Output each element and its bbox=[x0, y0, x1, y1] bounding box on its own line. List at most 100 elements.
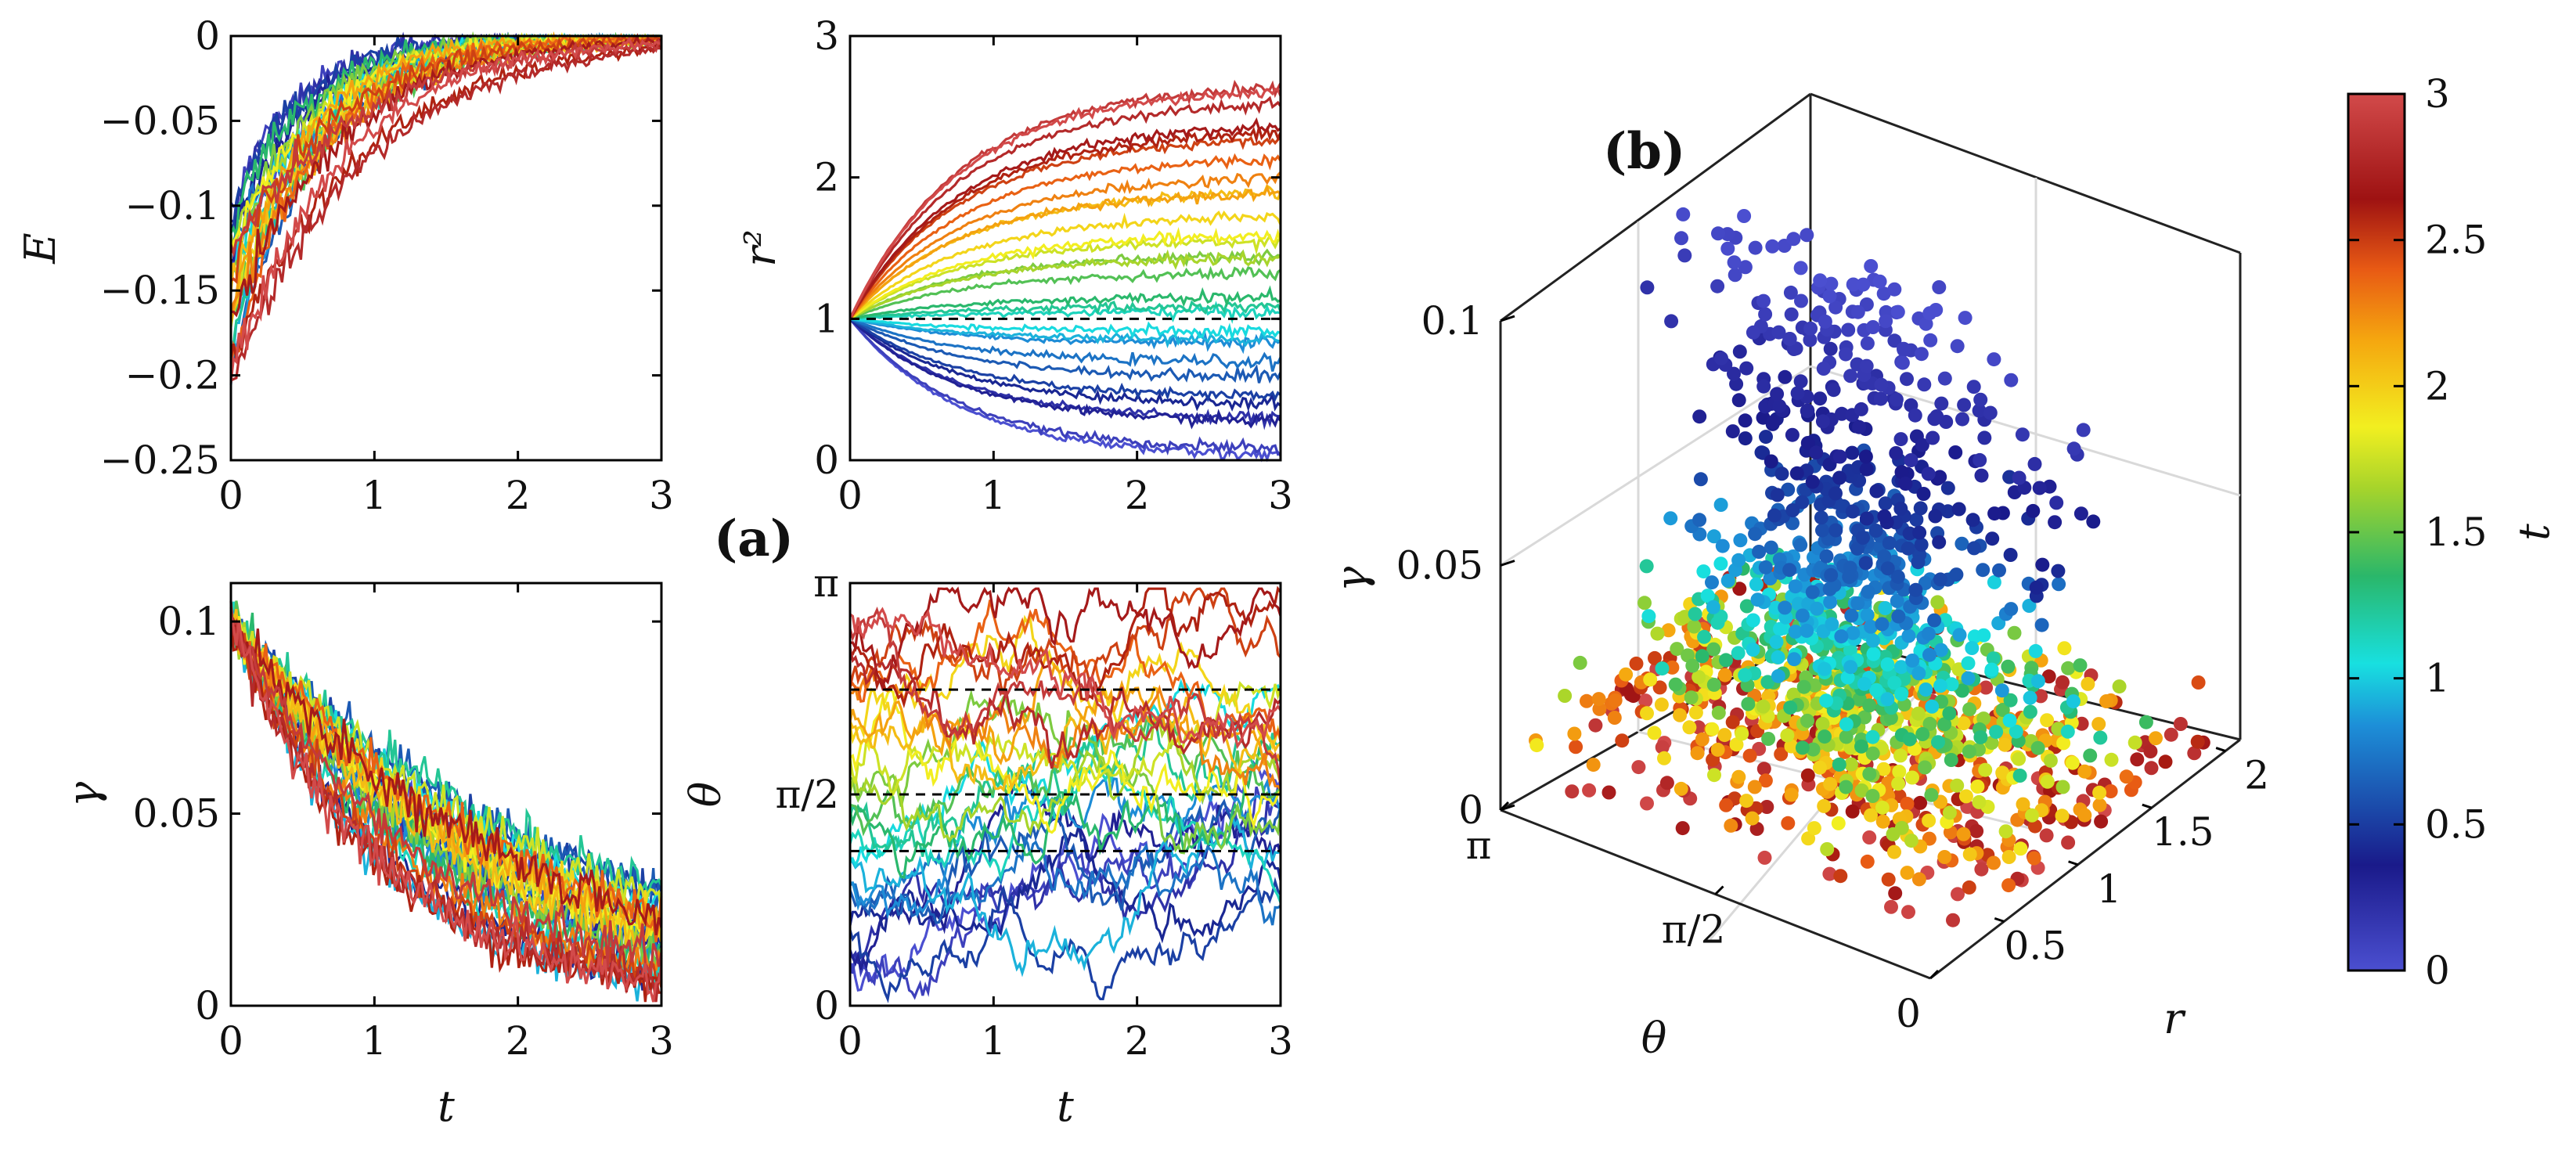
3d-point bbox=[1654, 697, 1669, 712]
gamma-xtick-label: 1 bbox=[362, 1018, 387, 1064]
colorbar-label: t bbox=[2509, 524, 2559, 541]
3d-point bbox=[1764, 540, 1778, 555]
3d-point bbox=[1783, 285, 1798, 300]
3d-point bbox=[1924, 787, 1939, 802]
3d-point bbox=[1846, 277, 1861, 292]
3d-point bbox=[2041, 669, 2056, 684]
3d-point bbox=[2025, 808, 2039, 823]
3d-gamma-tick-label: 0.05 bbox=[1396, 543, 1483, 589]
3d-point bbox=[1994, 683, 2009, 698]
3d-point bbox=[1987, 506, 2002, 521]
colorbar-ticks: 0 0.5 1 1.5 2 2.5 3 bbox=[2348, 71, 2488, 993]
3d-point bbox=[2013, 841, 2028, 856]
3d-point bbox=[1998, 824, 2013, 839]
3d-point bbox=[1675, 821, 1690, 836]
3d-point bbox=[1900, 372, 1914, 387]
3d-point bbox=[2048, 515, 2063, 530]
3d-r-tick-label: 2 bbox=[2244, 753, 2269, 798]
3d-point bbox=[1839, 347, 1853, 362]
3d-point bbox=[1607, 711, 1622, 725]
r2-series-line bbox=[848, 87, 1282, 319]
3d-point bbox=[1705, 575, 1719, 590]
theta-series-line bbox=[848, 686, 1281, 793]
3d-point bbox=[1895, 355, 1910, 370]
3d-point bbox=[1986, 651, 2001, 666]
3d-point bbox=[1844, 608, 1859, 623]
3d-point bbox=[1937, 371, 1952, 386]
3d-point bbox=[1873, 391, 1888, 406]
3d-point bbox=[1706, 600, 1720, 614]
r2-series-line bbox=[848, 95, 1282, 320]
3d-point bbox=[2004, 373, 2019, 387]
3d-point bbox=[1918, 316, 1933, 331]
3d-point bbox=[1860, 607, 1875, 622]
3d-point bbox=[1973, 730, 1988, 744]
3d-point bbox=[1615, 733, 1630, 748]
3d-point bbox=[1904, 453, 1918, 467]
3d-point bbox=[2104, 752, 2119, 767]
3d-point bbox=[1732, 344, 1747, 359]
3d-point bbox=[1771, 650, 1785, 664]
3d-point bbox=[1739, 361, 1754, 376]
3d-point bbox=[1715, 538, 1730, 553]
3d-point bbox=[1842, 570, 1857, 585]
3d-point bbox=[1884, 899, 1898, 914]
3d-point bbox=[1773, 621, 1787, 636]
3d-point bbox=[1823, 595, 1838, 610]
3d-point bbox=[1911, 872, 1926, 887]
3d-point bbox=[1729, 737, 1744, 752]
E-ylabel: E bbox=[16, 232, 65, 264]
theta-xtick-label: 1 bbox=[981, 1018, 1006, 1064]
3d-point bbox=[1950, 339, 1965, 354]
3d-point bbox=[2001, 659, 2016, 674]
E-ytick-label: −0.25 bbox=[100, 438, 220, 483]
3d-point bbox=[1901, 905, 1915, 920]
3d-point bbox=[1950, 778, 1965, 793]
3d-point bbox=[1977, 430, 1992, 445]
3d-point bbox=[2055, 780, 2070, 794]
3d-point bbox=[1784, 307, 1799, 322]
3d-point bbox=[1785, 427, 1800, 442]
r2-series-line bbox=[848, 184, 1282, 320]
3d-point bbox=[1665, 660, 1680, 675]
3d-point bbox=[1782, 563, 1797, 578]
3d-point bbox=[1664, 314, 1679, 329]
3d-point bbox=[1795, 608, 1810, 623]
3d-point bbox=[1639, 559, 1654, 574]
3d-point bbox=[1965, 641, 1980, 655]
3d-point bbox=[1933, 572, 1947, 587]
3d-point bbox=[1788, 579, 1803, 594]
theta-series-group bbox=[848, 585, 1282, 1003]
3d-point bbox=[1866, 633, 1880, 648]
3d-point bbox=[1818, 314, 1832, 329]
3d-point bbox=[2056, 736, 2071, 751]
3d-point bbox=[1668, 677, 1683, 692]
3d-point bbox=[1731, 553, 1746, 567]
3d-point bbox=[1932, 535, 1947, 549]
3d-point bbox=[2061, 835, 2076, 850]
3d-point bbox=[1852, 420, 1867, 434]
3d-point bbox=[2077, 808, 2092, 823]
3d-point bbox=[1922, 647, 1937, 662]
3d-point bbox=[1835, 406, 1849, 421]
3d-point bbox=[1693, 472, 1708, 487]
theta-series-line bbox=[848, 747, 1282, 903]
3d-point bbox=[1823, 341, 1838, 356]
3d-point bbox=[1826, 383, 1841, 398]
colorbar-tick-label: 1.5 bbox=[2425, 510, 2488, 555]
3d-point bbox=[1893, 432, 1908, 447]
3d-point bbox=[1800, 436, 1815, 450]
colorbar: 0 0.5 1 1.5 2 2.5 3 t bbox=[2347, 71, 2559, 993]
3d-point bbox=[1692, 513, 1707, 528]
3d-point bbox=[1738, 260, 1753, 275]
3d-point bbox=[1958, 311, 1973, 326]
3d-point bbox=[2049, 495, 2064, 510]
3d-point bbox=[1890, 304, 1905, 319]
r2-series-line bbox=[848, 318, 1282, 430]
3d-point bbox=[1949, 567, 1964, 582]
theta-xlabel: t bbox=[1057, 1082, 1074, 1131]
3d-point bbox=[1757, 850, 1772, 865]
3d-point bbox=[1859, 462, 1874, 477]
3d-point bbox=[2187, 746, 2202, 761]
